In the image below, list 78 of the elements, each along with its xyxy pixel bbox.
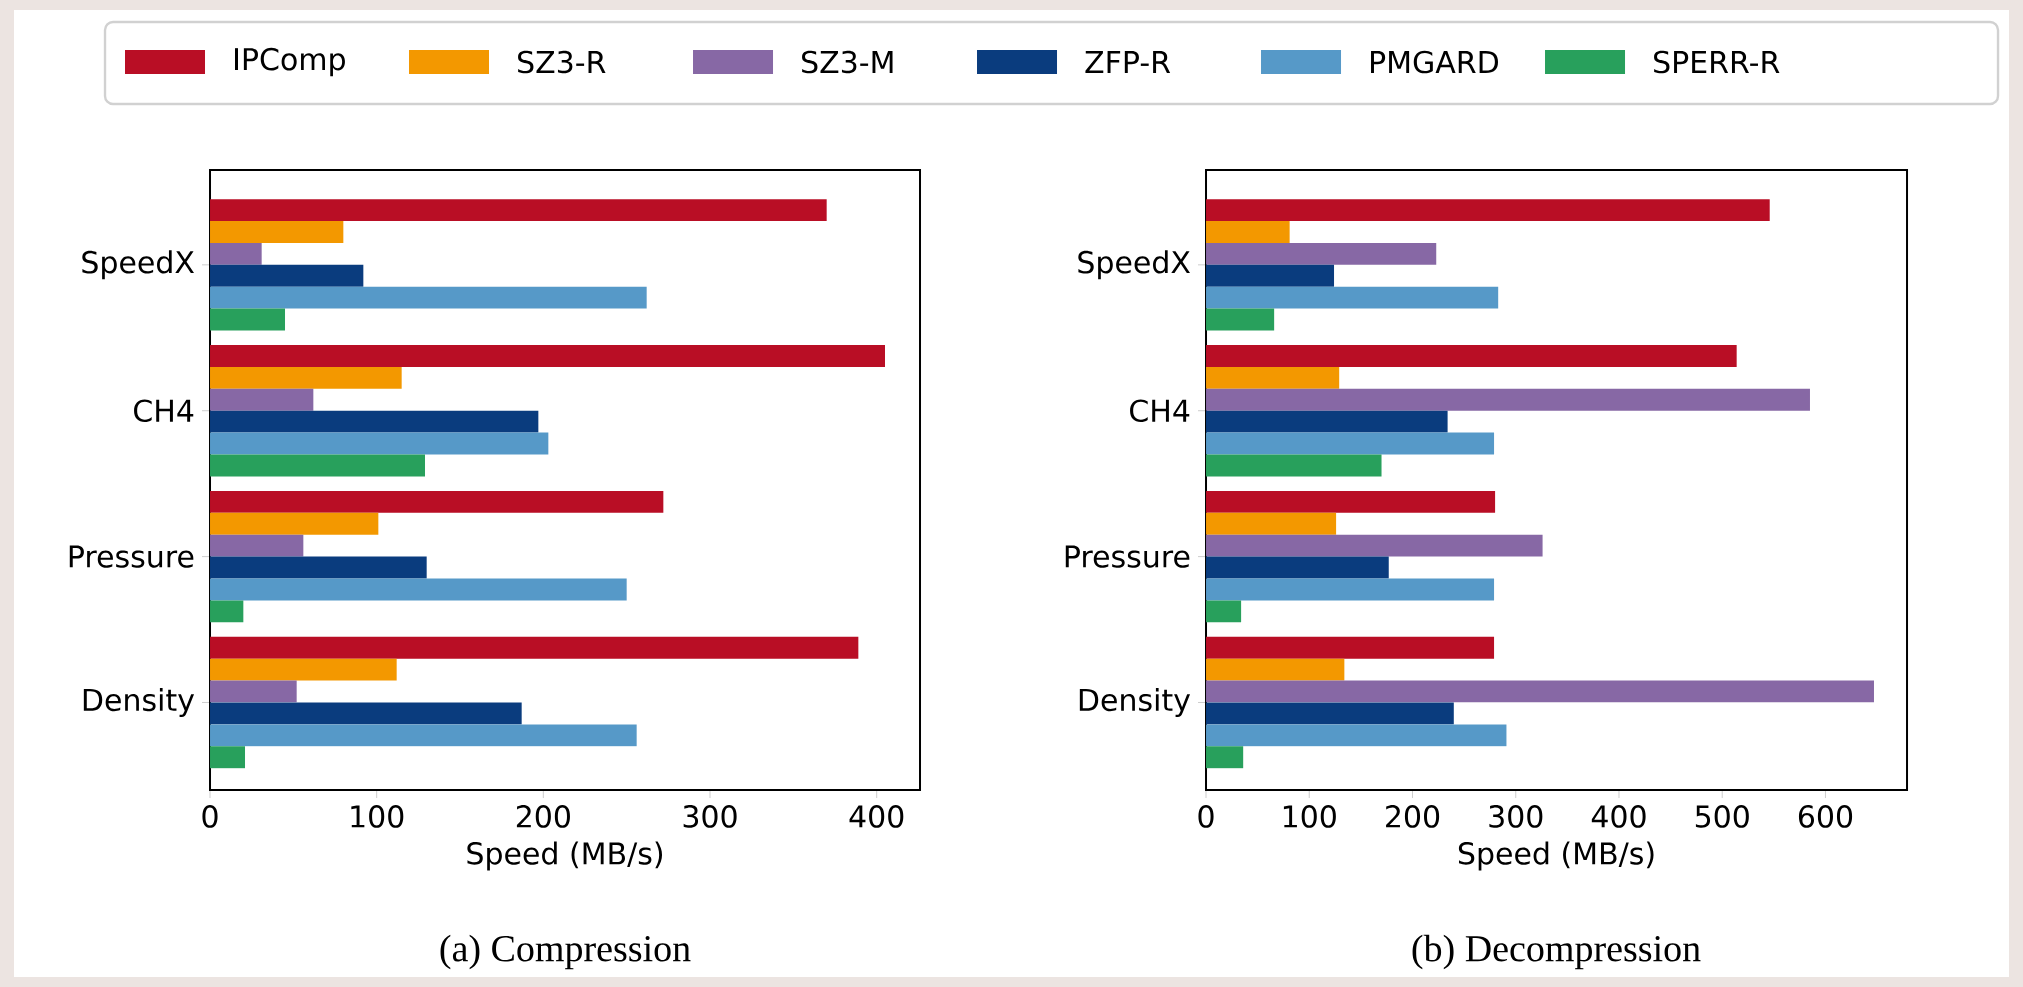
- bar: [1206, 534, 1543, 557]
- bar: [1206, 345, 1737, 367]
- legend-label: PMGARD: [1371, 50, 1499, 74]
- y-tick-label: Pressure: [69, 545, 194, 568]
- x-axis-title: Speed (MB/s): [467, 841, 663, 871]
- bar: [1206, 308, 1275, 331]
- bar: [210, 702, 522, 725]
- bar: [210, 308, 286, 331]
- x-tick-label: 100: [1283, 805, 1336, 828]
- bar: [210, 490, 664, 513]
- x-tick-label: 500: [1695, 805, 1749, 828]
- bar: [1206, 658, 1345, 681]
- x-tick-label: 400: [1591, 805, 1646, 828]
- bar: [210, 286, 647, 309]
- bar: [1206, 490, 1496, 513]
- bar: [1206, 286, 1499, 309]
- bar: [1206, 242, 1437, 265]
- bar: [210, 658, 397, 681]
- bar: [210, 264, 364, 287]
- y-tick-label: CH4: [1130, 399, 1190, 423]
- y-tick-label: SpeedX: [1078, 250, 1191, 280]
- bar: [210, 410, 539, 433]
- x-tick-label: 300: [683, 805, 737, 828]
- bar: [1206, 221, 1290, 243]
- legend-label: ZFP-R: [1085, 51, 1171, 73]
- bar: [1206, 264, 1335, 287]
- bar: [1206, 410, 1448, 433]
- bar: [1206, 199, 1770, 222]
- bar: [210, 366, 402, 389]
- bar: [210, 636, 859, 659]
- bar: [210, 746, 246, 769]
- bar: [210, 388, 314, 411]
- bar: [1206, 556, 1389, 579]
- bar: [210, 534, 304, 557]
- bar: [1206, 454, 1382, 477]
- bar: [210, 199, 827, 222]
- bar: [1206, 512, 1337, 535]
- x-tick-label: 0: [202, 805, 218, 828]
- bar: [210, 454, 426, 477]
- bar: [1206, 600, 1242, 623]
- bar: [1206, 724, 1507, 747]
- legend-label: SPERR-R: [1654, 50, 1780, 74]
- bar: [210, 680, 297, 703]
- y-tick-label: Pressure: [1065, 545, 1190, 568]
- bar: [1206, 388, 1810, 411]
- legend-label: SZ3-M: [802, 50, 893, 74]
- legend-label: SZ3-R: [518, 50, 606, 74]
- bar: [1206, 702, 1454, 725]
- x-axis-title: Speed (MB/s): [1458, 841, 1654, 871]
- bar: [210, 512, 379, 535]
- bar: [1206, 366, 1340, 389]
- x-tick-label: 0: [1198, 805, 1214, 828]
- text: (b) Decompression: [1412, 934, 1701, 970]
- legend-label: IPComp: [235, 47, 345, 77]
- x-tick-label: 200: [516, 805, 570, 828]
- bar: [210, 556, 427, 579]
- bar: [210, 345, 885, 367]
- bar: [210, 578, 627, 601]
- bar: [1206, 680, 1874, 703]
- y-tick-label: SpeedX: [82, 250, 194, 280]
- x-tick-label: 400: [849, 805, 904, 828]
- bar: [1206, 636, 1495, 659]
- bar: [210, 600, 244, 623]
- x-tick-label: 100: [351, 805, 404, 828]
- y-tick-label: Density: [83, 688, 195, 718]
- bar: [1206, 432, 1495, 455]
- y-tick-label: CH4: [134, 399, 194, 423]
- bar: [1206, 578, 1495, 601]
- bar: [210, 221, 344, 243]
- bar: [210, 242, 262, 265]
- bar: [1206, 746, 1244, 769]
- bar: [210, 724, 637, 747]
- y-tick-label: Density: [1079, 688, 1191, 718]
- text: (a) Compression: [440, 934, 691, 970]
- x-tick-label: 600: [1798, 805, 1853, 828]
- x-tick-label: 200: [1386, 805, 1440, 828]
- x-tick-label: 300: [1489, 805, 1543, 828]
- bar: [210, 432, 549, 455]
